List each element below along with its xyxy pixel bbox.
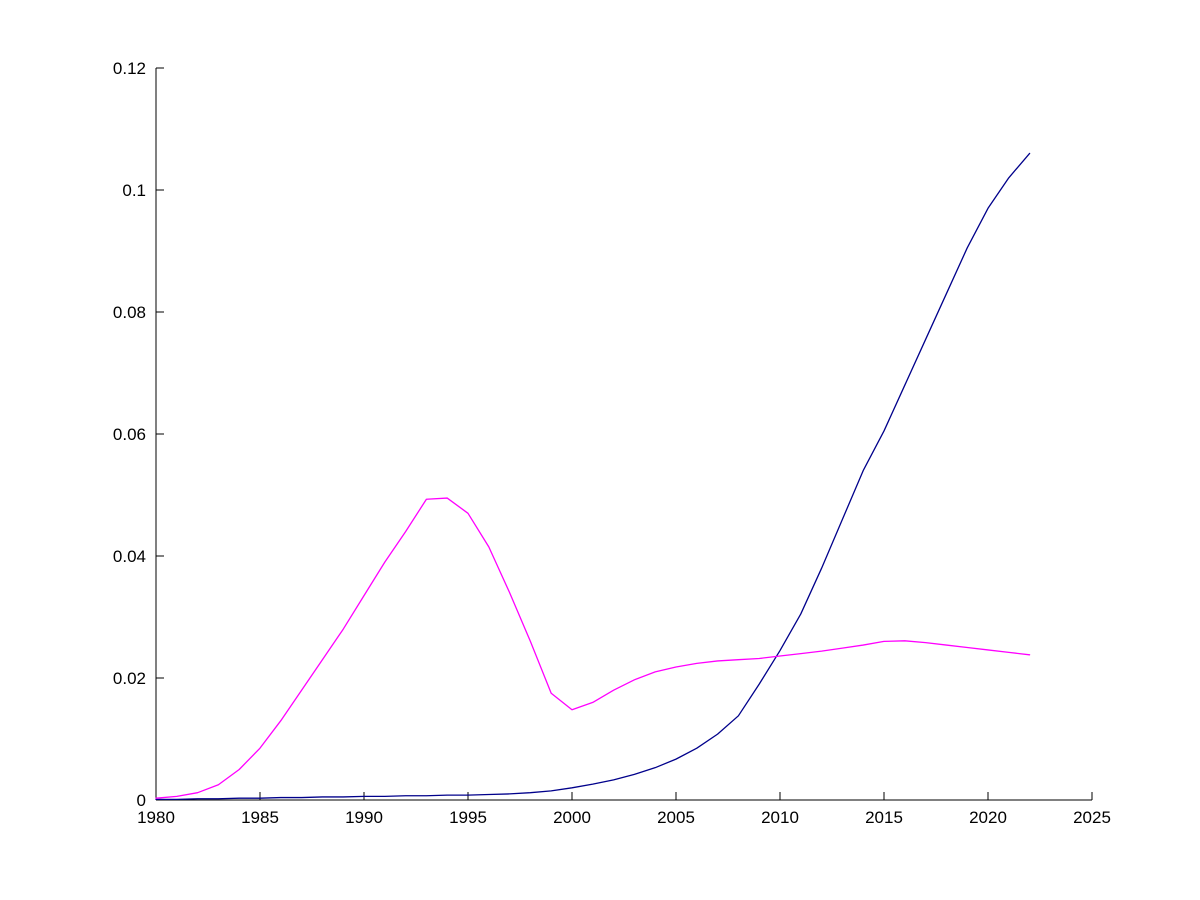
x-tick-label: 2010: [761, 808, 799, 827]
y-tick-label: 0.06: [113, 425, 146, 444]
x-tick-label: 2005: [657, 808, 695, 827]
y-tick-label: 0.08: [113, 303, 146, 322]
series-magenta-line: [155, 497, 1031, 799]
x-tick-label: 1990: [345, 808, 383, 827]
x-tick-label: 1980: [137, 808, 175, 827]
y-tick-label: 0: [137, 791, 146, 810]
x-tick-label: 2015: [865, 808, 903, 827]
series-dark-blue-line: [155, 152, 1031, 801]
x-tick-label: 2000: [553, 808, 591, 827]
x-tick-label: 2025: [1073, 808, 1111, 827]
y-tick-label: 0.12: [113, 59, 146, 78]
x-tick-label: 1985: [241, 808, 279, 827]
y-tick-label: 0.04: [113, 547, 146, 566]
x-tick-label: 1995: [449, 808, 487, 827]
y-tick-label: 0.1: [122, 181, 146, 200]
x-tick-label: 2020: [969, 808, 1007, 827]
y-tick-label: 0.02: [113, 669, 146, 688]
